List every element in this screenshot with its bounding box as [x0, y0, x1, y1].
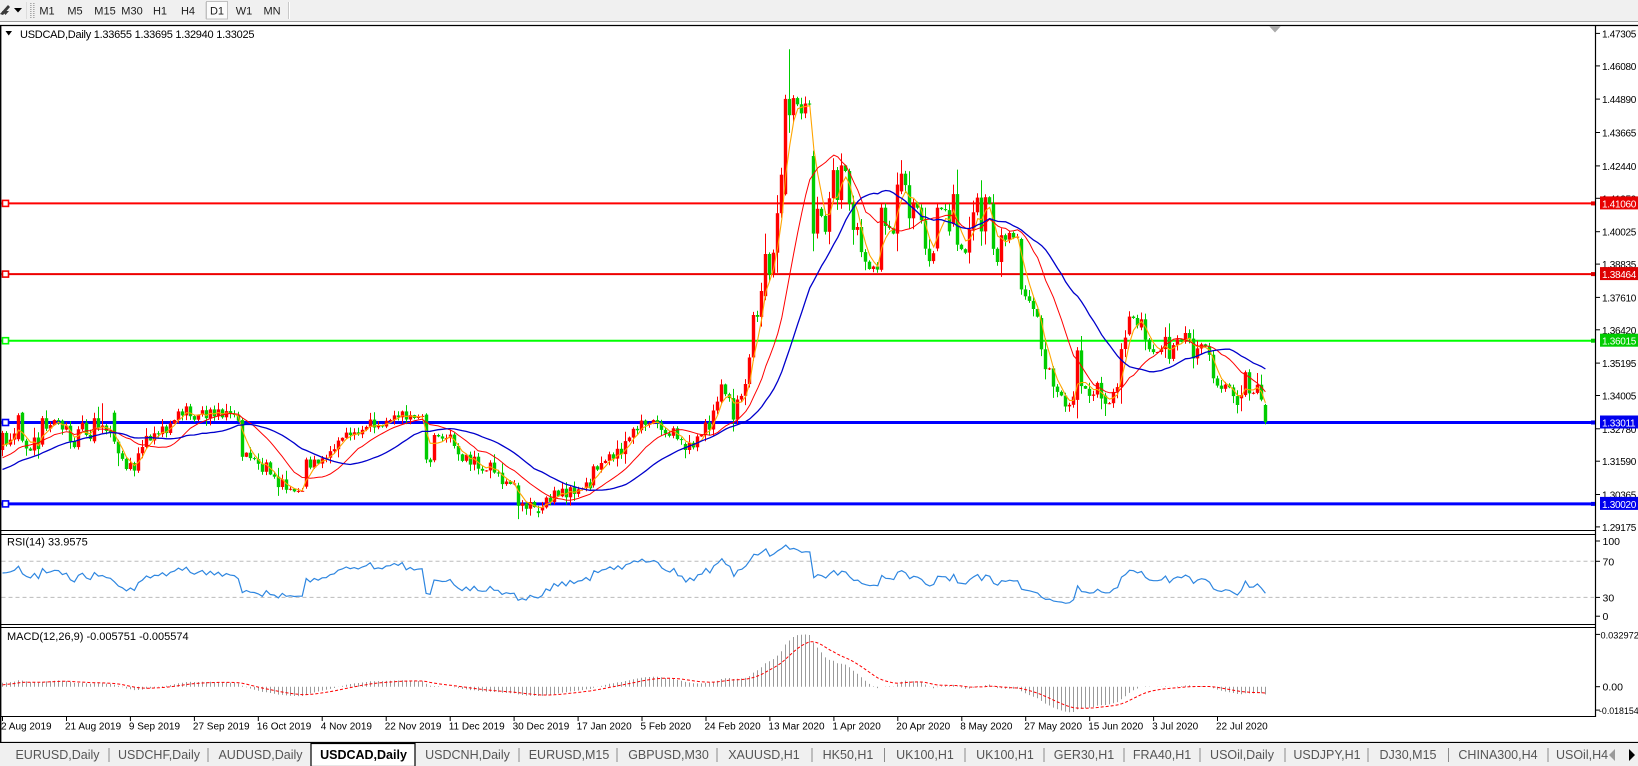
svg-text:1.47305: 1.47305: [1602, 29, 1637, 40]
svg-text:1.38464: 1.38464: [1602, 270, 1637, 281]
svg-text:MACD(12,26,9) -0.005751 -0.005: MACD(12,26,9) -0.005751 -0.005574: [7, 631, 189, 643]
svg-text:22 Nov 2019: 22 Nov 2019: [385, 722, 442, 733]
svg-text:M30: M30: [121, 6, 142, 18]
svg-text:M1: M1: [39, 6, 54, 18]
svg-text:16 Oct 2019: 16 Oct 2019: [257, 722, 312, 733]
svg-text:USDJPY,H1: USDJPY,H1: [1293, 748, 1360, 762]
svg-text:HK50,H1: HK50,H1: [823, 748, 874, 762]
svg-text:30 Dec 2019: 30 Dec 2019: [513, 722, 570, 733]
svg-text:100: 100: [1603, 536, 1621, 548]
svg-text:0: 0: [1603, 611, 1609, 623]
svg-text:DJ30,M15: DJ30,M15: [1380, 748, 1437, 762]
svg-text:H4: H4: [181, 6, 195, 18]
svg-text:W1: W1: [236, 6, 253, 18]
svg-text:0.00: 0.00: [1603, 682, 1624, 694]
svg-text:1.34005: 1.34005: [1602, 392, 1637, 403]
svg-text:5 Feb 2020: 5 Feb 2020: [641, 722, 692, 733]
svg-text:1.38835: 1.38835: [1602, 260, 1637, 271]
svg-text:GER30,H1: GER30,H1: [1054, 748, 1114, 762]
svg-text:H1: H1: [153, 6, 167, 18]
svg-text:RSI(14) 33.9575: RSI(14) 33.9575: [7, 537, 88, 549]
svg-text:13 Mar 2020: 13 Mar 2020: [768, 722, 825, 733]
svg-text:1.36420: 1.36420: [1602, 326, 1637, 337]
svg-text:24 Feb 2020: 24 Feb 2020: [705, 722, 762, 733]
svg-text:1.35195: 1.35195: [1602, 359, 1637, 370]
svg-text:20 Apr 2020: 20 Apr 2020: [896, 722, 950, 733]
svg-text:CHINA300,H4: CHINA300,H4: [1458, 748, 1537, 762]
svg-text:UK100,H1: UK100,H1: [896, 748, 954, 762]
svg-text:USDCAD,Daily: USDCAD,Daily: [320, 748, 407, 762]
svg-text:15 Jun 2020: 15 Jun 2020: [1088, 722, 1143, 733]
svg-text:1.31590: 1.31590: [1602, 457, 1637, 468]
svg-text:30: 30: [1603, 592, 1615, 604]
svg-text:1.36015: 1.36015: [1602, 337, 1637, 348]
svg-text:1.40025: 1.40025: [1602, 228, 1637, 239]
svg-text:11 Dec 2019: 11 Dec 2019: [449, 722, 505, 733]
svg-text:XAUUSD,H1: XAUUSD,H1: [728, 748, 800, 762]
svg-text:8 May 2020: 8 May 2020: [960, 722, 1013, 733]
svg-text:EURUSD,Daily: EURUSD,Daily: [15, 748, 100, 762]
svg-text:AUDUSD,Daily: AUDUSD,Daily: [218, 748, 303, 762]
svg-text:1.42440: 1.42440: [1602, 162, 1637, 173]
svg-text:3 Jul 2020: 3 Jul 2020: [1152, 722, 1199, 733]
svg-text:27 May 2020: 27 May 2020: [1024, 722, 1082, 733]
svg-text:USOil,Daily: USOil,Daily: [1210, 748, 1275, 762]
svg-text:USDCNH,Daily: USDCNH,Daily: [425, 748, 510, 762]
svg-text:1.32780: 1.32780: [1602, 425, 1637, 436]
svg-text:0.032972: 0.032972: [1601, 630, 1638, 640]
svg-text:17 Jan 2020: 17 Jan 2020: [577, 722, 632, 733]
svg-text:22 Jul 2020: 22 Jul 2020: [1216, 722, 1268, 733]
svg-text:MN: MN: [263, 6, 280, 18]
svg-text:1.46080: 1.46080: [1602, 62, 1637, 73]
svg-text:1.44890: 1.44890: [1602, 95, 1637, 106]
svg-text:UK100,H1: UK100,H1: [976, 748, 1034, 762]
svg-text:70: 70: [1603, 556, 1615, 568]
svg-text:21 Aug 2019: 21 Aug 2019: [65, 722, 122, 733]
svg-text:9 Sep 2019: 9 Sep 2019: [129, 722, 181, 733]
svg-text:USDCAD,Daily 1.33655 1.33695: USDCAD,Daily 1.33655 1.33695 1.32940 1.3…: [20, 29, 254, 41]
svg-text:GBPUSD,M30: GBPUSD,M30: [628, 748, 709, 762]
svg-text:USDCHF,Daily: USDCHF,Daily: [118, 748, 201, 762]
svg-text:1.30020: 1.30020: [1602, 500, 1637, 511]
svg-text:1 Apr 2020: 1 Apr 2020: [832, 722, 881, 733]
svg-text:1.43665: 1.43665: [1602, 129, 1637, 140]
svg-text:1.37610: 1.37610: [1602, 293, 1637, 304]
svg-text:-0.018154: -0.018154: [1599, 706, 1638, 716]
svg-text:FRA40,H1: FRA40,H1: [1133, 748, 1191, 762]
svg-text:M15: M15: [94, 6, 115, 18]
svg-text:1.29175: 1.29175: [1602, 523, 1637, 534]
svg-text:1.33011: 1.33011: [1602, 419, 1636, 430]
svg-text:4 Nov 2019: 4 Nov 2019: [321, 722, 373, 733]
svg-text:27 Sep 2019: 27 Sep 2019: [193, 722, 250, 733]
svg-text:EURUSD,M15: EURUSD,M15: [529, 748, 610, 762]
svg-text:M5: M5: [67, 6, 82, 18]
svg-text:D1: D1: [210, 6, 224, 18]
svg-text:2 Aug 2019: 2 Aug 2019: [1, 722, 52, 733]
svg-text:USOil,H4: USOil,H4: [1556, 748, 1608, 762]
svg-text:1.30365: 1.30365: [1602, 491, 1637, 502]
svg-text:1.41060: 1.41060: [1602, 199, 1637, 210]
